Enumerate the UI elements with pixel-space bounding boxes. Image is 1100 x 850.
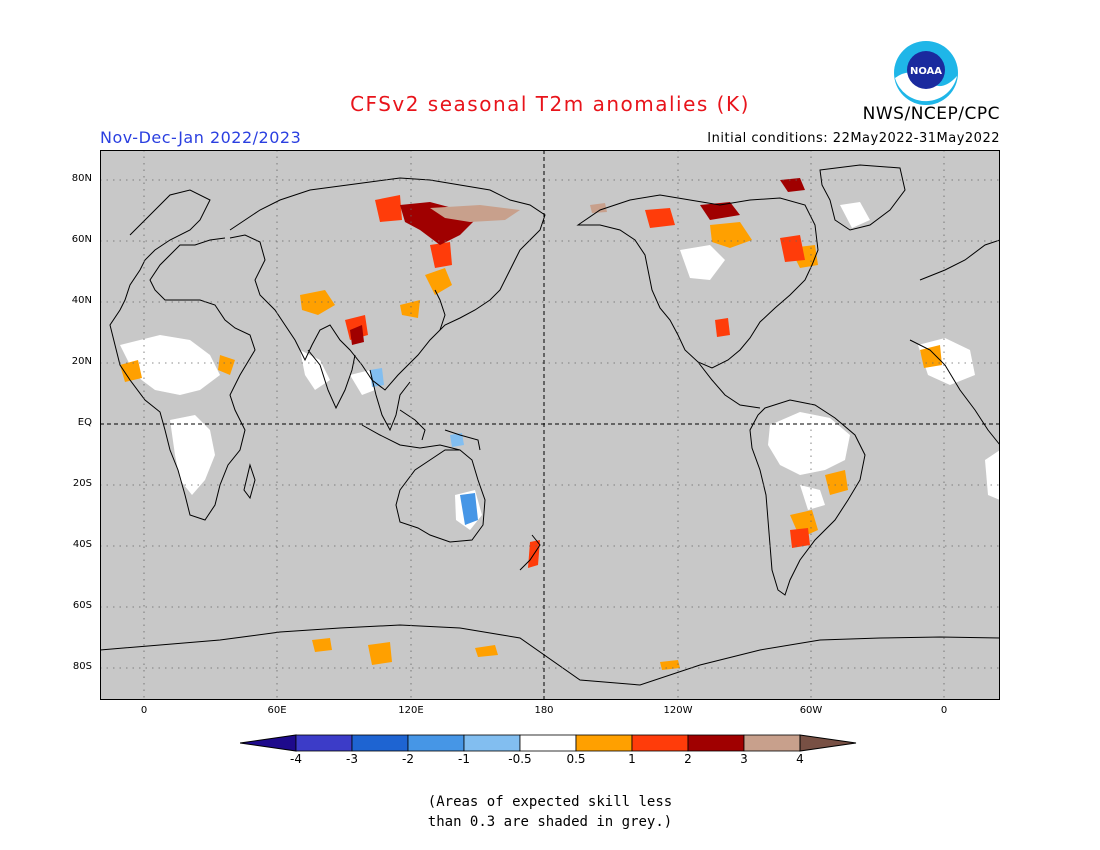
colorbar-label: 1 <box>628 752 636 766</box>
anomaly-region <box>218 355 235 375</box>
anomaly-region <box>680 245 725 280</box>
anomaly-map <box>100 150 1000 700</box>
anomaly-region <box>840 202 870 228</box>
coastlines <box>100 164 1000 686</box>
colorbar-box <box>687 734 745 752</box>
anomaly-region <box>985 450 1000 500</box>
anomaly-region <box>170 415 215 495</box>
longitude-label: 60W <box>799 705 823 716</box>
anomaly-region <box>768 412 850 475</box>
noaa-logo: NOAA <box>894 41 958 105</box>
colorbar-extend-low <box>240 734 297 752</box>
initial-conditions-label: Initial conditions: 22May2022-31May2022 <box>707 131 1000 146</box>
anomaly-region <box>120 360 142 382</box>
anomaly-region <box>475 645 498 657</box>
anomaly-region <box>825 470 848 495</box>
latitude-label: 40N <box>71 295 92 306</box>
anomaly-region <box>715 318 730 337</box>
anomaly-region <box>660 660 680 670</box>
longitude-label: 0 <box>940 705 948 716</box>
anomaly-region <box>590 203 607 213</box>
colorbar-box <box>631 734 689 752</box>
latitude-label: 20S <box>72 478 92 489</box>
anomaly-region <box>370 368 384 387</box>
skill-note: (Areas of expected skill less than 0.3 a… <box>0 792 1100 832</box>
anomaly-region <box>375 195 402 222</box>
anomaly-region <box>450 433 464 447</box>
latitude-label: 80S <box>72 661 92 672</box>
latitude-label: 60S <box>72 600 92 611</box>
colorbar-box <box>743 734 801 752</box>
map-background <box>100 150 1000 700</box>
anomaly-region <box>800 485 825 510</box>
longitude-label: 0 <box>140 705 148 716</box>
anomaly-region <box>425 268 452 295</box>
colorbar-label: 2 <box>684 752 692 766</box>
colorbar-extend-high <box>799 734 857 752</box>
anomaly-region <box>645 208 675 228</box>
logo-text: NOAA <box>910 66 942 77</box>
anomaly-region <box>790 528 810 548</box>
colorbar-label: 3 <box>740 752 748 766</box>
anomaly-region <box>780 178 805 192</box>
longitude-label: 180 <box>534 705 554 716</box>
anomaly-region <box>350 325 364 345</box>
colorbar-box <box>575 734 633 752</box>
longitude-label: 120E <box>398 705 424 716</box>
colorbar-box <box>407 734 465 752</box>
graticule <box>100 150 1000 700</box>
colorbar-label: 0.5 <box>566 752 586 766</box>
colorbar-box <box>295 734 353 752</box>
anomaly-region <box>350 370 375 395</box>
anomaly-region <box>300 290 335 315</box>
colorbar-label: -1 <box>458 752 470 766</box>
anomaly-region <box>300 350 330 390</box>
latitude-label: 40S <box>72 539 92 550</box>
anomaly-region <box>120 335 220 395</box>
map-title: CFSv2 seasonal T2m anomalies (K) <box>350 92 750 116</box>
anomaly-region <box>700 202 740 220</box>
colorbar-box <box>519 734 577 752</box>
anomaly-region <box>312 638 332 652</box>
colorbar-label: -4 <box>290 752 302 766</box>
colorbar-box <box>351 734 409 752</box>
longitude-label: 60E <box>267 705 287 716</box>
season-label: Nov-Dec-Jan 2022/2023 <box>100 128 302 147</box>
longitude-label: 120W <box>663 705 693 716</box>
skill-note-line-2: than 0.3 are shaded in grey.) <box>427 814 673 830</box>
anomaly-region <box>460 493 478 525</box>
latitude-label: 20N <box>71 356 92 367</box>
colorbar-label: -2 <box>402 752 414 766</box>
anomaly-shading <box>120 178 1000 670</box>
anomaly-region <box>430 242 452 268</box>
colorbar-label: -0.5 <box>508 752 532 766</box>
anomaly-region <box>710 222 752 248</box>
latitude-label: 80N <box>71 173 92 184</box>
colorbar-label: 4 <box>796 752 804 766</box>
colorbar-label: -3 <box>346 752 358 766</box>
latitude-label: 60N <box>71 234 92 245</box>
agency-label: NWS/NCEP/CPC <box>862 104 1000 124</box>
anomaly-region <box>780 235 805 262</box>
anomaly-region <box>920 345 942 368</box>
colorbar-box <box>463 734 521 752</box>
colorbar <box>240 734 857 752</box>
anomaly-region <box>368 642 392 665</box>
anomaly-region <box>430 205 520 222</box>
skill-note-line-1: (Areas of expected skill less <box>427 794 673 810</box>
anomaly-region <box>400 300 420 318</box>
latitude-label: EQ <box>77 417 92 428</box>
